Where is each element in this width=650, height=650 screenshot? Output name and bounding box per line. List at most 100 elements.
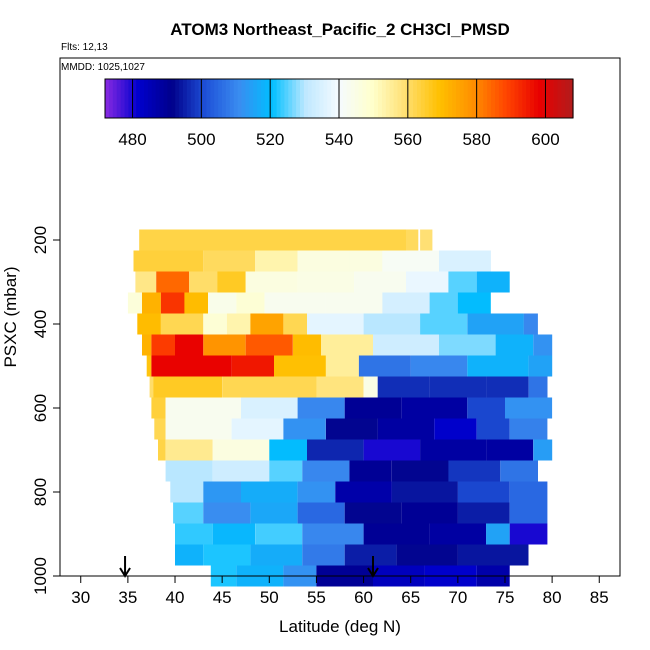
colorbar-swatch bbox=[561, 79, 566, 118]
colorbar-swatch bbox=[541, 79, 547, 118]
heatmap-cell bbox=[509, 418, 548, 440]
heatmap-cell bbox=[151, 397, 166, 419]
colorbar-swatch bbox=[424, 79, 430, 118]
heatmap-cell bbox=[448, 271, 477, 293]
heatmap-cell bbox=[533, 334, 553, 356]
colorbar-swatch bbox=[545, 79, 551, 118]
heatmap-cell bbox=[505, 397, 553, 419]
heatmap-cell bbox=[283, 418, 326, 440]
heatmap-cell bbox=[212, 523, 256, 545]
heatmap-cell bbox=[175, 334, 204, 356]
heatmap-cell bbox=[236, 292, 265, 314]
heatmap-cells bbox=[127, 229, 553, 587]
heatmap-cell bbox=[250, 502, 298, 524]
heatmap-cell bbox=[245, 271, 298, 293]
heatmap-cell bbox=[203, 481, 241, 503]
colorbar-swatch bbox=[452, 79, 457, 118]
colorbar-swatch bbox=[420, 79, 426, 118]
heatmap-cell bbox=[250, 313, 284, 335]
colorbar-swatch bbox=[222, 79, 227, 118]
colorbar-swatch bbox=[280, 79, 285, 118]
heatmap-cell bbox=[269, 460, 303, 482]
heatmap-cell bbox=[165, 418, 232, 440]
colorbar-swatch bbox=[444, 79, 449, 118]
colorbar-swatch bbox=[241, 79, 246, 118]
heatmap-cell bbox=[208, 292, 237, 314]
x-axis: 30 35 40 45 50 55 60 65 70 75 80 85 bbox=[71, 576, 609, 607]
colorbar-swatch bbox=[401, 79, 406, 118]
heatmap-cell bbox=[307, 439, 364, 461]
flights-annotation: Flts: 12,13 bbox=[61, 42, 108, 53]
colorbar-swatch bbox=[249, 79, 254, 118]
colorbar-swatch bbox=[155, 79, 161, 118]
heatmap-cell bbox=[217, 271, 246, 293]
colorbar-swatch bbox=[409, 79, 414, 118]
heatmap-cell bbox=[297, 250, 350, 272]
heatmap-cell bbox=[476, 418, 510, 440]
heatmap-cell bbox=[255, 250, 298, 272]
colorbar-swatch bbox=[557, 79, 562, 118]
heatmap-cell bbox=[274, 355, 326, 377]
colorbar-swatch bbox=[510, 79, 516, 118]
colorbar-swatch bbox=[198, 79, 204, 118]
heatmap-cell bbox=[165, 397, 241, 419]
heatmap-cell bbox=[486, 439, 534, 461]
heatmap-cell bbox=[335, 481, 392, 503]
heatmap-cell bbox=[297, 481, 336, 503]
heatmap-cell bbox=[165, 439, 213, 461]
colorbar-tick-label: 520 bbox=[256, 130, 284, 149]
heatmap-cell bbox=[250, 544, 303, 566]
heatmap-cell bbox=[302, 460, 350, 482]
heatmap-cell bbox=[523, 313, 538, 335]
colorbar-swatch bbox=[268, 79, 274, 118]
colorbar-swatch bbox=[569, 79, 574, 118]
colorbar-swatch bbox=[179, 79, 184, 118]
colorbar-swatch bbox=[210, 79, 215, 118]
heatmap-cell bbox=[153, 376, 223, 398]
heatmap-cell bbox=[448, 460, 501, 482]
heatmap-cell bbox=[377, 376, 430, 398]
y-tick-label: 200 bbox=[31, 226, 50, 254]
colorbar-swatch bbox=[530, 79, 535, 118]
colorbar-swatch bbox=[225, 79, 231, 118]
heatmap-cell bbox=[302, 544, 345, 566]
colorbar-swatch bbox=[432, 79, 438, 118]
colorbar-swatch bbox=[506, 79, 512, 118]
heatmap-cell bbox=[297, 271, 355, 293]
heatmap-cell bbox=[269, 439, 307, 461]
y-tick-label: 1000 bbox=[31, 557, 50, 595]
heatmap-cell bbox=[406, 229, 419, 251]
heatmap-cell bbox=[401, 397, 468, 419]
y-tick-label: 800 bbox=[31, 478, 50, 506]
heatmap-cell bbox=[509, 481, 548, 503]
heatmap-cell bbox=[222, 376, 317, 398]
heatmap-cell bbox=[457, 502, 510, 524]
colorbar-swatch bbox=[335, 79, 340, 118]
heatmap-cell bbox=[156, 271, 190, 293]
heatmap-cell bbox=[203, 502, 251, 524]
colorbar-swatch bbox=[526, 79, 531, 118]
colorbar-swatch bbox=[549, 79, 555, 118]
colorbar-swatch bbox=[303, 79, 309, 118]
heatmap-cell bbox=[133, 250, 204, 272]
heatmap-cell bbox=[160, 313, 204, 335]
colorbar-swatch bbox=[257, 79, 262, 118]
colorbar-swatch bbox=[534, 79, 539, 118]
heatmap-cell bbox=[154, 418, 166, 440]
heatmap-cell bbox=[212, 460, 270, 482]
heatmap-cell bbox=[363, 313, 421, 335]
heatmap-cell bbox=[325, 292, 383, 314]
heatmap-cell bbox=[406, 271, 449, 293]
colorbar-swatch bbox=[342, 79, 348, 118]
heatmap-cell bbox=[245, 334, 293, 356]
heatmap-cell bbox=[358, 355, 411, 377]
colorbar-swatch bbox=[327, 79, 332, 118]
heatmap-cell bbox=[429, 376, 487, 398]
colorbar-swatch bbox=[459, 79, 465, 118]
heatmap-cell bbox=[420, 229, 433, 251]
colorbar-swatch bbox=[307, 79, 313, 118]
heatmap-cell bbox=[439, 334, 496, 356]
heatmap-cell bbox=[439, 250, 491, 272]
heatmap-cell bbox=[158, 439, 166, 461]
colorbar-swatch bbox=[393, 79, 399, 118]
